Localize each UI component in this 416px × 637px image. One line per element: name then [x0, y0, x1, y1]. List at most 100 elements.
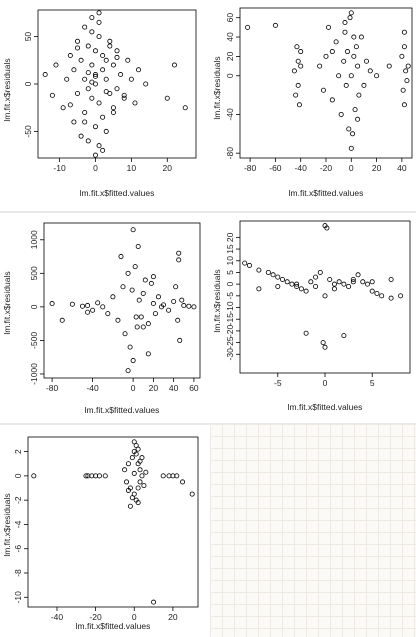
data-point [404, 78, 410, 84]
data-point [67, 102, 73, 108]
data-point [96, 34, 102, 40]
data-point [110, 62, 116, 68]
x-axis-label: lm.fit.x$fitted.values [85, 405, 160, 415]
data-point [270, 272, 276, 278]
data-point [103, 128, 109, 134]
data-point [351, 53, 357, 59]
data-point [360, 279, 366, 285]
data-point [82, 76, 88, 82]
y-axis-label: lm.fit.x$residuals [2, 493, 12, 556]
y-tick-label: 0 [225, 73, 235, 78]
data-point [265, 269, 271, 275]
x-tick-label: 0 [132, 612, 137, 622]
y-tick-label: -30 [225, 348, 235, 361]
data-point [137, 479, 143, 485]
data-point [342, 29, 348, 35]
data-point [317, 63, 323, 69]
data-point [317, 269, 323, 275]
data-point [161, 302, 167, 308]
data-point [294, 283, 300, 289]
data-point [137, 458, 143, 464]
data-point [96, 10, 102, 16]
y-tick-label: -5 [225, 292, 235, 300]
x-tick-label: 5 [370, 378, 375, 388]
data-point [369, 288, 375, 294]
data-point [107, 43, 113, 49]
data-point [284, 279, 290, 285]
x-tick-label: -40 [51, 612, 64, 622]
data-point [114, 86, 120, 92]
data-point [114, 48, 120, 54]
data-point [139, 473, 145, 479]
data-point [96, 100, 102, 106]
data-point [143, 469, 149, 475]
y-tick-label: -40 [225, 108, 235, 121]
plot-frame [37, 9, 197, 159]
y-tick-label: -15 [225, 313, 235, 326]
data-point [171, 299, 177, 305]
x-tick-label: 0 [131, 383, 136, 393]
data-point [331, 281, 337, 287]
data-point [71, 119, 77, 125]
data-point [148, 280, 154, 286]
x-tick-label: -5 [274, 378, 282, 388]
data-point [291, 68, 297, 74]
data-point [343, 82, 349, 88]
x-tick-label: 20 [149, 383, 159, 393]
scatter-chart-2: -80 -60 -40 -20 0 20 40 -80 -40 0 20 40 60 lm.fit.x$f… [212, 7, 413, 198]
y-tick-label: -10 [13, 591, 23, 604]
data-point [110, 105, 116, 111]
data-point [75, 38, 81, 44]
data-point [398, 293, 404, 299]
data-point [118, 254, 124, 260]
x-axis-label: lm.fit.x$fitted.values [80, 188, 155, 198]
data-point [143, 81, 149, 87]
data-point [152, 311, 158, 317]
data-point [136, 67, 142, 73]
data-point [242, 260, 248, 266]
data-point [347, 15, 353, 21]
data-point [280, 276, 286, 282]
data-point [127, 503, 133, 509]
data-point [49, 92, 55, 98]
data-point [326, 24, 332, 30]
scatter-chart-1: -10 0 10 20 -50 0 50 lm.fit.x$fitted.values lm.f… [2, 9, 197, 198]
data-point [298, 49, 304, 55]
data-point [363, 58, 369, 64]
y-tick-label: 60 [225, 13, 235, 23]
y-tick-label: -20 [225, 324, 235, 337]
data-point [137, 467, 143, 473]
data-point [83, 473, 89, 479]
data-point [346, 283, 352, 289]
data-point [405, 63, 411, 69]
data-point [295, 58, 301, 64]
data-point [403, 68, 409, 74]
x-axis-label: lm.fit.x$fitted.values [76, 621, 151, 631]
data-point [245, 24, 251, 30]
data-point [85, 303, 91, 309]
chart-panel-4: -5 0 5 -30 -25 -20 -15 -10 -5 0 5 10 15 20 lm.fit.x$fi… [210, 213, 416, 421]
data-point [118, 72, 124, 78]
data-point [313, 283, 319, 289]
data-point [141, 483, 147, 489]
data-point [388, 276, 394, 282]
data-point [138, 314, 144, 320]
data-point [89, 95, 95, 101]
data-point [341, 281, 347, 287]
data-point [103, 57, 109, 63]
data-point [85, 309, 91, 315]
data-point [133, 314, 139, 320]
data-point [78, 57, 84, 63]
y-tick-label: -80 [225, 147, 235, 160]
scatter-chart-4: -5 0 5-30-25-20-15-10-505101520lm.fit.x$fi… [212, 220, 411, 412]
data-point [82, 24, 88, 30]
data-point [85, 86, 91, 92]
data-point [142, 277, 148, 283]
data-point [60, 105, 66, 111]
data-point [374, 290, 380, 296]
data-point [173, 284, 179, 290]
data-point [353, 44, 359, 50]
data-point [294, 281, 300, 287]
scatter-chart-3: -80 -40 0 20 40 60 -1000 -500 0 500 1000 lm.fit.x$f… [2, 222, 201, 415]
data-point [75, 45, 81, 51]
